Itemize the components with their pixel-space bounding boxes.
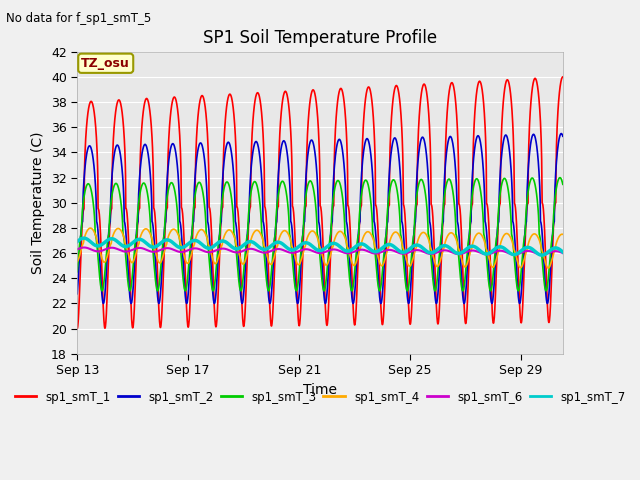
sp1_smT_1 [545,318,552,324]
sp1_smT_2 [297,267,305,273]
sp1_smT_1 [456,203,463,209]
sp1_smT_4 [456,250,463,255]
sp1_smT_1 [559,74,566,80]
sp1_smT_3 [310,187,317,192]
sp1_smT_7 [545,248,553,254]
sp1_smT_3 [74,269,81,275]
sp1_smT_6 [559,250,566,256]
sp1_smT_2 [238,300,246,306]
sp1_smT_7 [80,235,88,241]
sp1_smT_3 [98,288,106,294]
sp1_smT_7 [538,252,546,258]
sp1_smT_2 [98,292,106,298]
sp1_smT_4 [545,264,553,270]
Line: sp1_smT_6: sp1_smT_6 [77,248,563,255]
sp1_smT_3 [292,288,300,294]
sp1_smT_7 [559,249,566,255]
sp1_smT_2 [545,290,553,296]
sp1_smT_7 [456,251,463,256]
sp1_smT_2 [559,133,566,139]
sp1_smT_1 [98,271,106,276]
sp1_smT_2 [74,291,81,297]
sp1_smT_3 [545,271,552,277]
sp1_smT_6 [545,250,553,256]
sp1_smT_6 [538,252,546,258]
Text: TZ_osu: TZ_osu [81,57,130,70]
sp1_smT_7 [74,239,81,244]
Y-axis label: Soil Temperature (C): Soil Temperature (C) [31,132,45,274]
sp1_smT_6 [456,251,463,257]
sp1_smT_6 [545,250,553,256]
Legend: sp1_smT_1, sp1_smT_2, sp1_smT_3, sp1_smT_4, sp1_smT_6, sp1_smT_7: sp1_smT_1, sp1_smT_2, sp1_smT_3, sp1_smT… [10,386,630,408]
sp1_smT_3 [559,181,566,187]
Title: SP1 Soil Temperature Profile: SP1 Soil Temperature Profile [203,29,437,48]
sp1_smT_4 [99,256,106,262]
Line: sp1_smT_4: sp1_smT_4 [77,228,563,268]
sp1_smT_2 [310,142,317,147]
sp1_smT_3 [456,267,463,273]
sp1_smT_6 [99,248,106,253]
sp1_smT_6 [297,248,305,253]
sp1_smT_7 [310,244,317,250]
sp1_smT_2 [545,293,552,299]
sp1_smT_2 [557,131,565,136]
X-axis label: Time: Time [303,383,337,397]
sp1_smT_3 [297,251,305,256]
sp1_smT_7 [545,249,553,254]
sp1_smT_6 [310,249,317,254]
Line: sp1_smT_2: sp1_smT_2 [77,133,563,303]
sp1_smT_4 [545,265,552,271]
sp1_smT_4 [545,265,553,271]
Text: No data for f_sp1_smT_5: No data for f_sp1_smT_5 [6,12,152,25]
sp1_smT_4 [297,259,305,264]
Line: sp1_smT_3: sp1_smT_3 [77,178,563,291]
sp1_smT_2 [456,244,463,250]
sp1_smT_4 [74,259,81,264]
sp1_smT_1 [296,311,304,317]
Line: sp1_smT_1: sp1_smT_1 [77,77,563,329]
sp1_smT_1 [310,87,317,93]
sp1_smT_7 [99,241,106,247]
sp1_smT_4 [559,231,566,237]
sp1_smT_4 [86,225,94,231]
sp1_smT_1 [545,319,552,325]
sp1_smT_4 [310,228,317,234]
sp1_smT_3 [556,175,564,180]
sp1_smT_3 [545,269,553,275]
sp1_smT_7 [297,242,305,248]
sp1_smT_6 [74,246,81,252]
Line: sp1_smT_7: sp1_smT_7 [77,238,563,255]
sp1_smT_1 [74,326,81,332]
sp1_smT_6 [80,245,88,251]
